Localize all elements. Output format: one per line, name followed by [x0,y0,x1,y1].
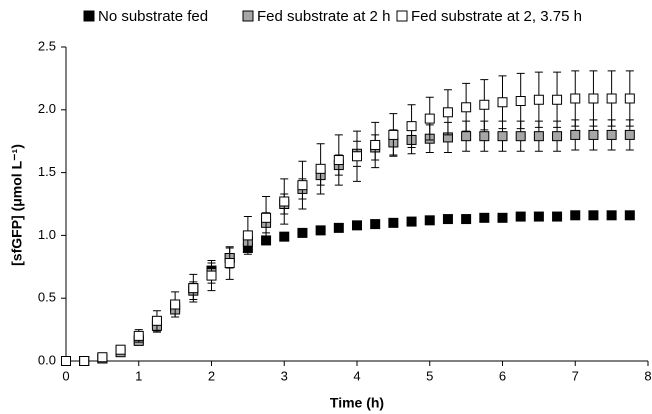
marker [370,219,381,230]
y-tick-label: 2.0 [38,101,56,116]
marker [406,121,417,132]
marker [570,93,581,104]
marker [224,258,235,269]
legend-text: No substrate fed [98,8,208,25]
marker [424,215,435,226]
marker [533,131,544,142]
marker [442,107,453,118]
marker [115,344,126,355]
marker [588,129,599,140]
marker [461,214,472,225]
marker [624,210,635,221]
marker [588,210,599,221]
y-tick-label: 1.0 [38,227,56,242]
marker [606,210,617,221]
marker [333,155,344,166]
marker [588,93,599,104]
marker [261,212,272,223]
marker [515,131,526,142]
marker [352,220,362,231]
marker [552,131,563,142]
marker [279,196,290,207]
marker [479,131,490,142]
marker [497,97,508,108]
marker [570,129,581,140]
x-tick-label: 0 [62,368,69,383]
marker [442,214,453,225]
marker [370,139,381,150]
x-tick-label: 2 [208,368,215,383]
legend-text: Fed substrate at 2 h [257,8,390,25]
marker [406,216,417,227]
y-tick-label: 2.5 [38,38,56,53]
legend-marker [396,10,408,22]
marker [552,94,563,105]
marker [424,113,435,124]
marker [61,356,71,366]
marker [79,356,90,366]
y-tick-label: 0.0 [38,352,56,367]
x-tick-label: 7 [572,368,579,383]
marker [606,129,617,140]
marker [388,129,399,140]
marker [242,230,253,241]
marker [352,151,362,162]
x-tick-label: 4 [353,368,360,383]
marker [315,225,326,236]
marker [570,210,581,221]
marker [461,131,472,142]
marker [206,270,217,281]
marker [624,93,635,104]
marker [533,211,544,222]
x-tick-label: 5 [426,368,433,383]
marker [279,231,290,242]
marker [388,217,399,228]
marker [297,227,308,238]
legend-marker [83,10,95,22]
y-tick-label: 0.5 [38,290,56,305]
marker [497,212,508,223]
marker [624,129,635,140]
marker [151,315,162,326]
x-tick-label: 6 [499,368,506,383]
marker [533,94,544,105]
legend-marker [242,10,254,22]
y-axis-title: [sfGFP] (μmol L⁻¹) [9,144,25,266]
x-tick-label: 8 [644,368,651,383]
marker [97,352,108,363]
marker [315,163,326,174]
marker [333,222,344,233]
marker [515,211,526,222]
marker [188,283,199,294]
x-axis-title: Time (h) [330,395,384,411]
marker [461,102,472,113]
x-tick-label: 3 [281,368,288,383]
y-tick-label: 1.5 [38,164,56,179]
x-tick-label: 1 [135,368,142,383]
marker [170,299,181,310]
marker [515,96,526,107]
marker [479,212,490,223]
marker [297,180,308,191]
marker [606,93,617,104]
marker [497,131,508,142]
legend-text: Fed substrate at 2, 3.75 h [411,8,582,25]
marker [479,99,490,110]
marker [133,330,144,341]
marker [552,211,563,222]
